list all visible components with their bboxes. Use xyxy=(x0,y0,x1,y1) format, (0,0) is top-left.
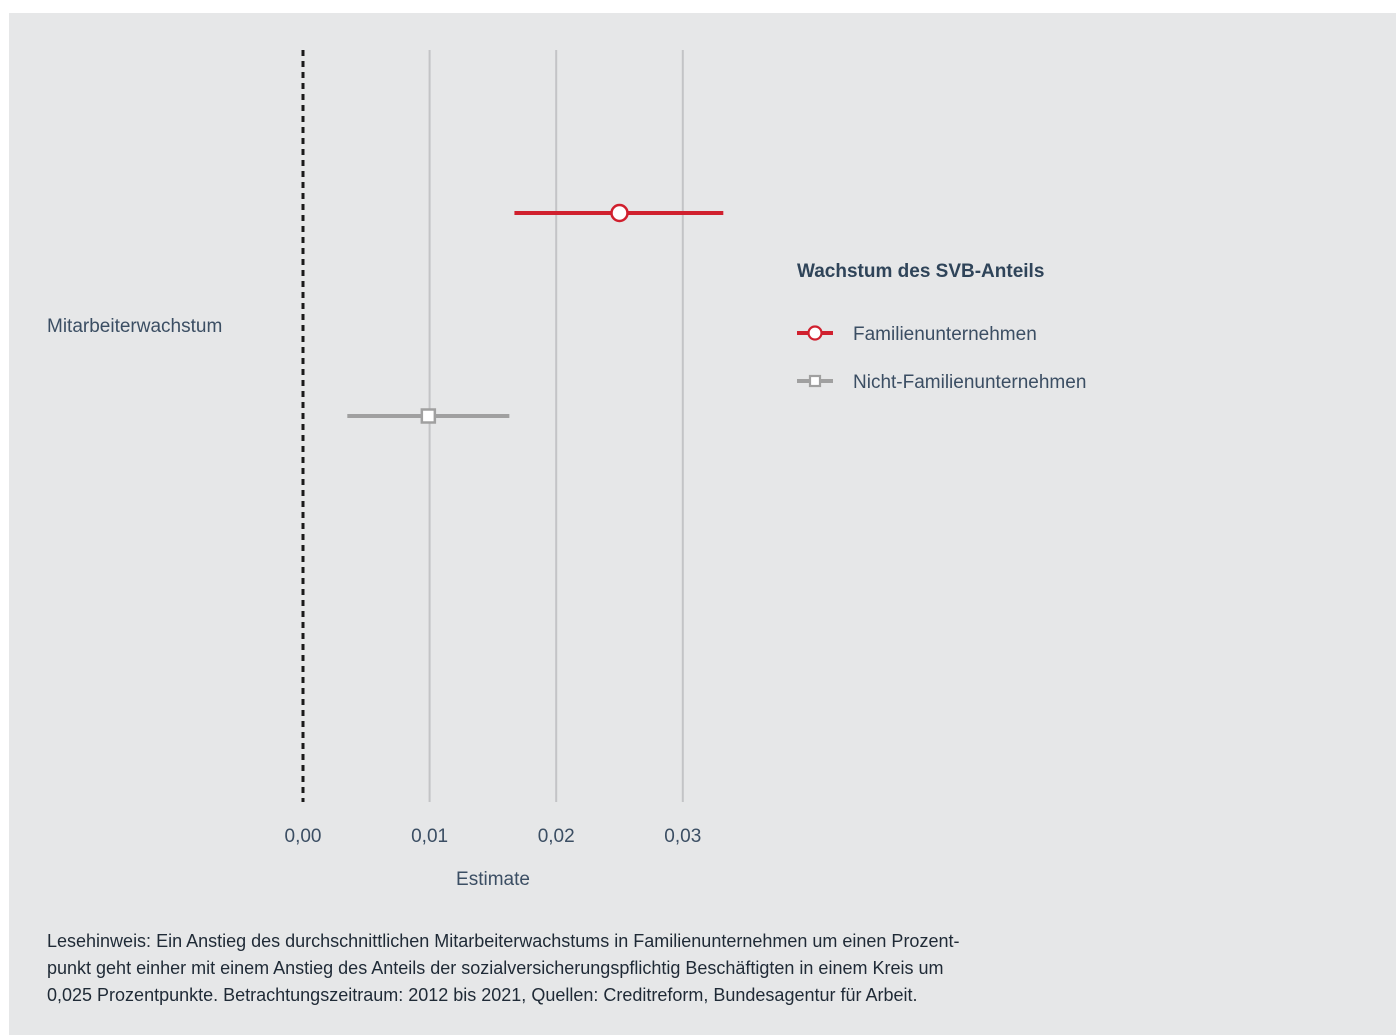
legend-label-1: Nicht-Familienunternehmen xyxy=(853,372,1086,393)
x-axis-ticks: 0,00 0,01 0,02 0,03 xyxy=(285,826,702,847)
grid-lines xyxy=(428,50,684,802)
x-axis-title: Estimate xyxy=(456,869,530,890)
note-line-2: punkt geht einher mit einem Anstieg des … xyxy=(47,958,944,978)
chart-panel xyxy=(9,13,1396,1035)
reading-note: Lesehinweis: Ein Anstieg des durchschnit… xyxy=(47,928,1107,1009)
note-line-1: Lesehinweis: Ein Anstieg des durchschnit… xyxy=(47,931,960,951)
series-marks xyxy=(347,203,724,424)
x-tick-label: 0,03 xyxy=(664,826,701,847)
estimate-point-1 xyxy=(420,408,437,424)
estimate-point-0 xyxy=(610,203,629,223)
legend-swatch-marker-1 xyxy=(808,374,822,388)
x-tick-label: 0,01 xyxy=(411,826,448,847)
x-tick-label: 0,00 xyxy=(285,826,322,847)
x-tick-label: 0,02 xyxy=(538,826,575,847)
legend-title: Wachstum des SVB-Anteils xyxy=(797,261,1044,282)
legend: Wachstum des SVB-Anteils Familienunterne… xyxy=(797,261,1086,393)
note-line-3: 0,025 Prozentpunkte. Betrachtungszeitrau… xyxy=(47,985,918,1005)
category-label: Mitarbeiterwachstum xyxy=(47,316,222,337)
legend-swatch-marker-0 xyxy=(807,325,823,341)
legend-label-0: Familienunternehmen xyxy=(853,324,1037,345)
